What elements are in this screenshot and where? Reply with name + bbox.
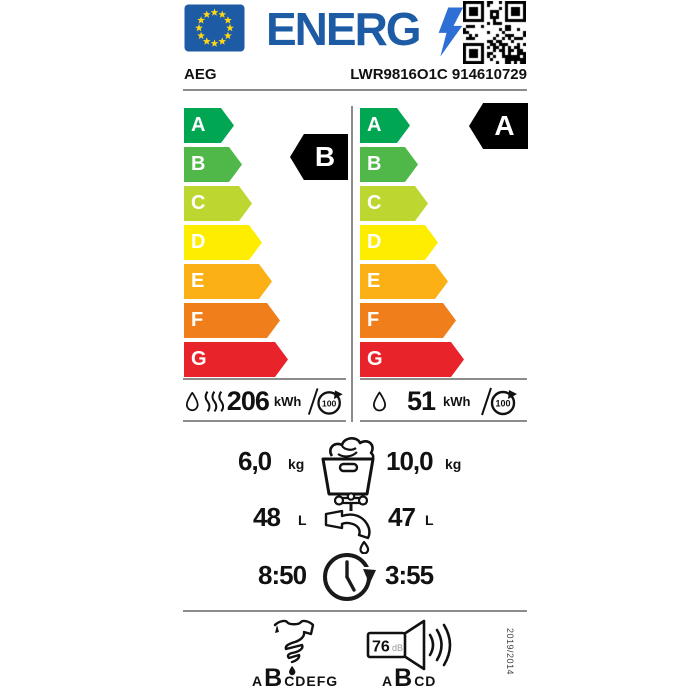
bottom-divider: [183, 610, 527, 612]
energy-unit: kWh: [443, 393, 471, 409]
class-arrow-g: G: [360, 342, 464, 377]
box-line: [183, 420, 346, 422]
noise-class-letters: A B CD: [382, 664, 436, 693]
class-arrow-b: B: [184, 147, 242, 182]
energy-wash-dry: 206 kWh 100: [185, 383, 343, 419]
energy-value-wash: 51: [407, 385, 436, 416]
energ-logo-text: ENERG: [266, 3, 422, 55]
class-arrow-e: E: [184, 264, 272, 299]
class-arrow-f: F: [184, 303, 280, 338]
spin-class-letters: A B CDEFG: [252, 664, 338, 693]
class-letter: B: [367, 153, 382, 175]
class-arrow-g: G: [184, 342, 288, 377]
spin-class-before: A: [252, 673, 264, 689]
tap-icon: [324, 492, 371, 554]
qr-code-icon: [463, 1, 526, 64]
model-number: LWR9816O1C 914610729: [350, 66, 527, 83]
noise-value-svg: 76: [372, 639, 390, 656]
energy-value-wash-dry: 206: [226, 385, 270, 416]
class-letter: C: [191, 192, 206, 214]
class-letter: E: [367, 270, 381, 292]
box-line: [183, 378, 346, 380]
class-letter: E: [191, 270, 205, 292]
class-letter: A: [367, 114, 382, 136]
capacity-unit: kg: [288, 456, 305, 472]
capacity-wash-dry-value: 6,0: [238, 446, 272, 476]
class-arrow-b: B: [360, 147, 418, 182]
class-arrow-d: D: [184, 225, 262, 260]
duration-wash-value: 3:55: [385, 560, 434, 590]
energy-unit: kWh: [273, 393, 302, 409]
energy-wash: 51 kWh 100: [372, 383, 524, 419]
box-line: [360, 420, 527, 422]
noise-class-current: B: [394, 664, 414, 692]
wrung-shirt-icon: [273, 619, 315, 676]
class-letter: B: [191, 153, 206, 175]
per-100-cycles-icon: 100: [308, 387, 343, 415]
rating-indicator-wash-dry: B: [290, 134, 348, 180]
spin-class-current: B: [264, 664, 284, 692]
laundry-basket-icon: [321, 437, 375, 496]
class-letter: D: [191, 231, 206, 253]
svg-text:100: 100: [322, 398, 337, 408]
class-arrow-a: A: [360, 108, 410, 143]
class-arrow-c: C: [360, 186, 428, 221]
capacity-wash-value: 10,0: [386, 446, 434, 476]
water-unit: L: [425, 512, 434, 528]
class-letter: C: [367, 192, 382, 214]
capacity-unit: kg: [445, 456, 462, 472]
class-letter: D: [367, 231, 382, 253]
brand-name: AEG: [184, 66, 217, 83]
lightning-bolt-icon: [438, 7, 464, 57]
water-wash-dry-value: 48: [253, 502, 281, 532]
water-wash-value: 47: [388, 502, 416, 532]
class-letter: F: [191, 309, 204, 331]
eu-flag-icon: [184, 4, 245, 52]
header-divider: [183, 89, 527, 91]
droplet-icon: [185, 391, 199, 411]
speaker-icon: 76 dB: [366, 619, 452, 671]
duration-wash-dry-value: 8:50: [258, 560, 307, 590]
class-letter: G: [367, 348, 383, 370]
svg-text:100: 100: [495, 398, 510, 408]
regulation-number: 2019/2014: [505, 628, 515, 676]
energy-label: ENERG AEG LWR9816O1C 914610729 A B C D E…: [180, 0, 528, 700]
class-arrow-f: F: [360, 303, 456, 338]
noise-class-before: A: [382, 673, 394, 689]
noise-unit-svg: dB: [392, 643, 403, 653]
class-letter: G: [191, 348, 207, 370]
class-arrow-c: C: [184, 186, 252, 221]
box-line: [360, 378, 527, 380]
noise-class-after: CD: [414, 673, 437, 689]
per-100-cycles-icon: 100: [480, 387, 517, 415]
class-letter: F: [367, 309, 380, 331]
spin-class-after: CDEFG: [284, 673, 339, 689]
class-arrow-a: A: [184, 108, 234, 143]
class-letter: A: [191, 114, 206, 136]
droplet-icon: [372, 391, 387, 411]
class-arrow-e: E: [360, 264, 448, 299]
column-divider: [351, 106, 353, 422]
heat-waves-icon: [204, 390, 224, 412]
clock-icon: [323, 553, 377, 601]
water-unit: L: [298, 512, 307, 528]
rating-indicator-wash: A: [469, 103, 528, 149]
class-arrow-d: D: [360, 225, 438, 260]
